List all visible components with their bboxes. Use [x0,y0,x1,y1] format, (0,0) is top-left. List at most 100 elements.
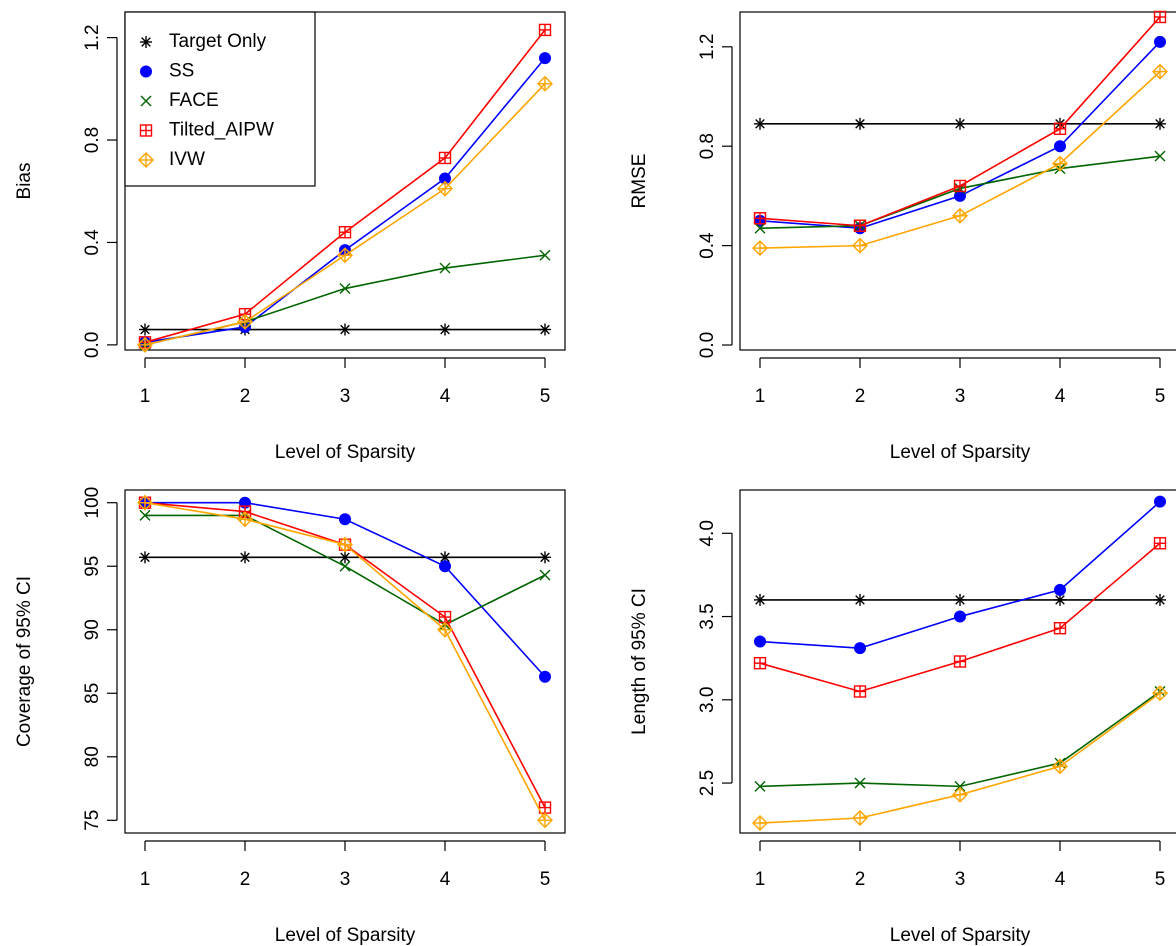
marker-ivw-1 [237,511,253,528]
series-line-face [145,514,546,626]
x-axis: 1 2 3 4 5 [755,357,1166,407]
y-tick-label: 4.0 [697,520,718,546]
x-tick-label: 2 [855,869,866,890]
series-ivw [752,685,1168,831]
marker-ivw-0 [137,336,153,353]
series-tilted-aipw [138,23,552,349]
x-tick-label: 1 [140,386,151,407]
y-axis: 0.0 0.4 0.8 1.2 [82,24,118,358]
marker-tilted-aipw-4 [538,23,552,37]
x-tick-label: 2 [240,869,251,890]
x-tick-label: 4 [440,869,451,890]
series-ss [139,496,551,683]
marker-ss-4 [539,52,551,65]
panel-4: 1 2 3 4 5 Level of Sparsity 2.5 3.0 3.5 4.0 Length… [629,489,1176,946]
x-axis: 1 2 3 4 5 [140,357,550,407]
series-tilted-aipw [753,10,1167,232]
marker-face-0 [754,222,766,234]
marker-ivw-3 [1052,758,1068,775]
marker-target-only-4 [1154,117,1166,130]
x-tick-label: 5 [540,869,551,890]
y-tick-label: 3.5 [697,603,718,629]
y-tick-label: 95 [82,556,103,577]
marker-face-0 [139,509,151,521]
y-tick-label: 0.0 [82,332,103,358]
marker-tilted-aipw-1 [853,685,867,698]
legend-entry-label: SS [169,61,194,82]
x-tick-label: 3 [955,869,966,890]
marker-tilted-aipw-3 [1053,122,1067,136]
marker-target-only-1 [854,593,866,606]
x-tick-label: 1 [755,386,766,407]
marker-ss-4 [1154,35,1166,48]
marker-ivw-4 [1152,63,1168,80]
x-axis-label: Level of Sparsity [890,925,1031,946]
series-target-only [754,593,1166,606]
y-tick-label: 2.5 [697,770,718,796]
x-tick-label: 5 [1155,869,1166,890]
panels: 1 2 3 4 5 Level of Sparsity 0.0 0.4 0.8 1.2 Bias Ta… [14,10,1176,946]
x-tick-label: 3 [955,386,966,407]
x-tick-label: 4 [440,386,451,407]
y-tick-label: 100 [82,487,103,519]
y-tick-label: 0.4 [697,232,718,259]
marker-legend-target-only-0 [140,36,152,48]
marker-tilted-aipw-2 [338,226,352,239]
marker-ivw-2 [952,786,968,803]
marker-target-only-4 [539,323,551,336]
x-tick-label: 4 [1055,869,1066,890]
series-target-only [139,551,551,564]
marker-tilted-aipw-4 [1153,10,1167,24]
marker-target-only-2 [339,323,351,336]
marker-tilted-aipw-1 [853,219,867,232]
marker-target-only-1 [854,117,866,130]
marker-tilted-aipw-0 [753,656,767,670]
marker-tilted-aipw-4 [1153,537,1167,550]
x-tick-label: 3 [340,386,351,407]
plot-frame [124,489,566,834]
marker-ss-2 [954,610,966,623]
panel-2: 1 2 3 4 5 Level of Sparsity 0.0 0.4 0.8 1.2 RMSE [629,10,1176,463]
marker-target-only-0 [139,323,151,336]
series-line-ss [759,501,1161,649]
y-axis: 2.5 3.0 3.5 4.0 [697,520,733,796]
marker-face-2 [339,283,351,295]
marker-face-3 [439,262,451,274]
marker-target-only-2 [954,117,966,130]
y-tick-label: 85 [82,683,103,704]
legend: Target Only SS FACE Tilted_AIPW IVW [124,11,316,187]
series-ivw [137,494,553,829]
marker-target-only-3 [439,323,451,336]
series-line-face [759,690,1161,788]
series-face [139,509,551,631]
marker-tilted-aipw-2 [953,655,967,668]
panel-3: 1 2 3 4 5 Level of Sparsity 75 80 85 90 95 100 Cover… [14,487,566,946]
marker-ss-2 [339,513,351,526]
marker-ivw-3 [437,621,453,638]
x-tick-label: 2 [855,386,866,407]
marker-target-only-4 [1154,593,1166,606]
marker-ss-3 [439,560,451,573]
marker-ivw-0 [137,494,153,511]
x-tick-label: 4 [1055,386,1066,407]
marker-ivw-0 [752,815,768,831]
x-axis-label: Level of Sparsity [275,925,416,946]
marker-face-4 [539,249,551,261]
marker-ss-3 [1054,583,1066,596]
marker-target-only-0 [139,551,151,564]
marker-face-1 [854,777,866,789]
marker-face-0 [754,780,766,792]
y-axis-label: RMSE [629,154,650,209]
marker-legend-face-2 [140,95,152,107]
marker-target-only-2 [954,593,966,606]
y-tick-label: 1.2 [82,24,103,50]
x-tick-label: 5 [1155,386,1166,407]
x-tick-label: 3 [340,869,351,890]
y-tick-label: 90 [82,619,103,640]
marker-target-only-0 [754,593,766,606]
marker-target-only-1 [239,551,251,564]
series-ss [754,495,1166,655]
panel-1: 1 2 3 4 5 Level of Sparsity 0.0 0.4 0.8 1.2 Bias Ta… [14,11,566,463]
marker-target-only-4 [539,551,551,564]
